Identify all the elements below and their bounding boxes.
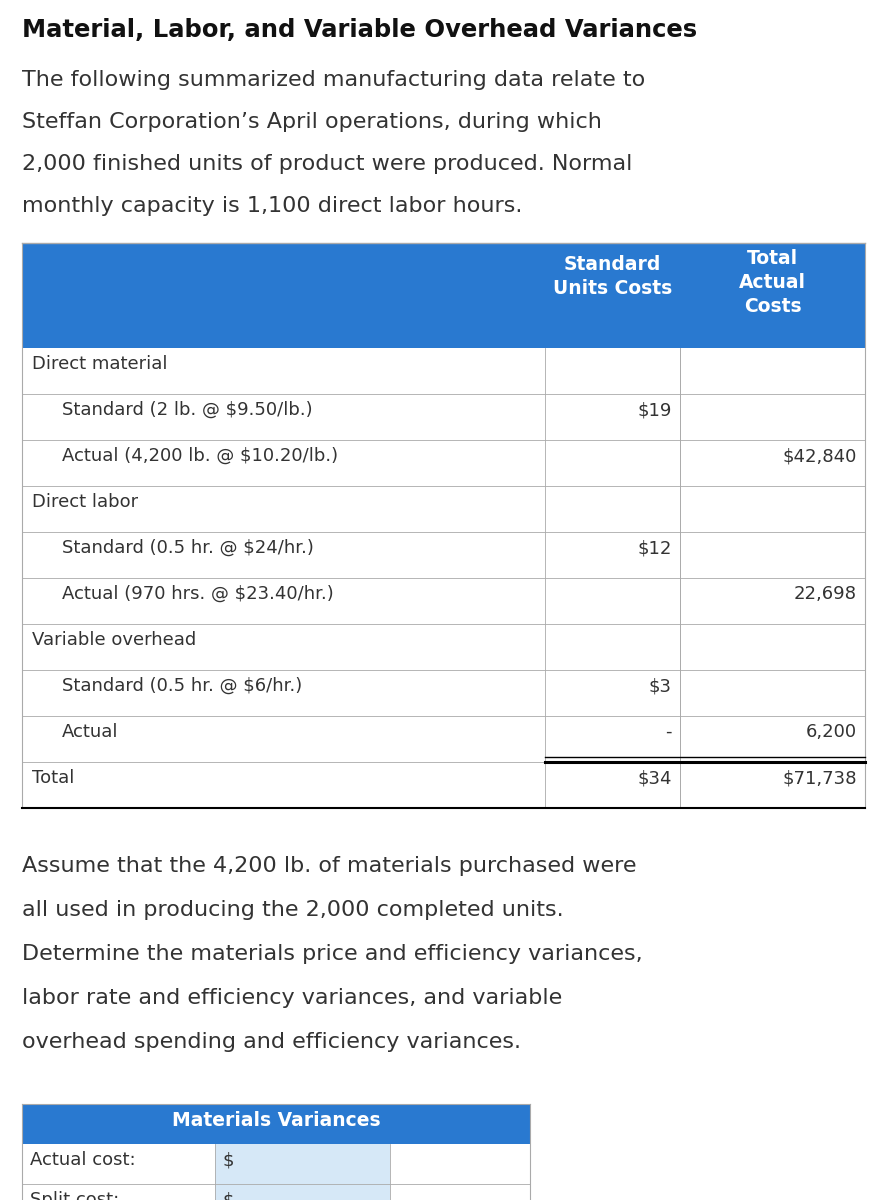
Bar [214,1184,390,1200]
Text: Standard (0.5 hr. @ $24/hr.): Standard (0.5 hr. @ $24/hr.) [62,539,314,557]
Text: Actual cost:: Actual cost: [30,1151,136,1169]
Text: Actual (4,200 lb. @ $10.20/lb.): Actual (4,200 lb. @ $10.20/lb.) [62,446,338,464]
Bar [22,1184,214,1200]
Text: Direct material: Direct material [32,355,167,373]
Text: Materials Variances: Materials Variances [172,1111,380,1130]
Text: Standard (0.5 hr. @ $6/hr.): Standard (0.5 hr. @ $6/hr.) [62,677,302,695]
Text: Total: Total [32,769,74,787]
Text: $3: $3 [649,677,672,695]
Bar [22,1104,530,1144]
Text: $: $ [222,1151,234,1169]
Text: $34: $34 [637,769,672,787]
Text: Split cost:: Split cost: [30,1190,119,1200]
Bar [214,1144,390,1184]
Text: 6,200: 6,200 [805,722,856,740]
Bar [22,242,864,348]
Text: monthly capacity is 1,100 direct labor hours.: monthly capacity is 1,100 direct labor h… [22,196,522,216]
Text: -: - [664,722,672,740]
Text: 22,698: 22,698 [793,584,856,602]
Text: The following summarized manufacturing data relate to: The following summarized manufacturing d… [22,70,644,90]
Text: Determine the materials price and efficiency variances,: Determine the materials price and effici… [22,944,641,964]
Text: $19: $19 [637,401,672,419]
Text: $: $ [222,1190,234,1200]
Text: all used in producing the 2,000 completed units.: all used in producing the 2,000 complete… [22,900,563,920]
Text: Total
Actual
Costs: Total Actual Costs [738,248,805,317]
Text: $71,738: $71,738 [781,769,856,787]
Text: Actual (970 hrs. @ $23.40/hr.): Actual (970 hrs. @ $23.40/hr.) [62,584,333,602]
Text: 2,000 finished units of product were produced. Normal: 2,000 finished units of product were pro… [22,154,632,174]
Bar [390,1184,530,1200]
Text: Assume that the 4,200 lb. of materials purchased were: Assume that the 4,200 lb. of materials p… [22,856,636,876]
Bar [22,348,864,808]
Bar [22,1144,214,1184]
Text: $12: $12 [637,539,672,557]
Text: Standard
Units Costs: Standard Units Costs [552,254,672,299]
Text: Actual: Actual [62,722,119,740]
Text: labor rate and efficiency variances, and variable: labor rate and efficiency variances, and… [22,988,562,1008]
Text: $42,840: $42,840 [781,446,856,464]
Text: Material, Labor, and Variable Overhead Variances: Material, Labor, and Variable Overhead V… [22,18,696,42]
Text: Variable overhead: Variable overhead [32,631,196,649]
Bar [390,1144,530,1184]
Text: Direct labor: Direct labor [32,493,138,511]
Text: Standard (2 lb. @ $9.50/lb.): Standard (2 lb. @ $9.50/lb.) [62,401,312,419]
Text: overhead spending and efficiency variances.: overhead spending and efficiency varianc… [22,1032,520,1052]
Text: Steffan Corporation’s April operations, during which: Steffan Corporation’s April operations, … [22,112,602,132]
